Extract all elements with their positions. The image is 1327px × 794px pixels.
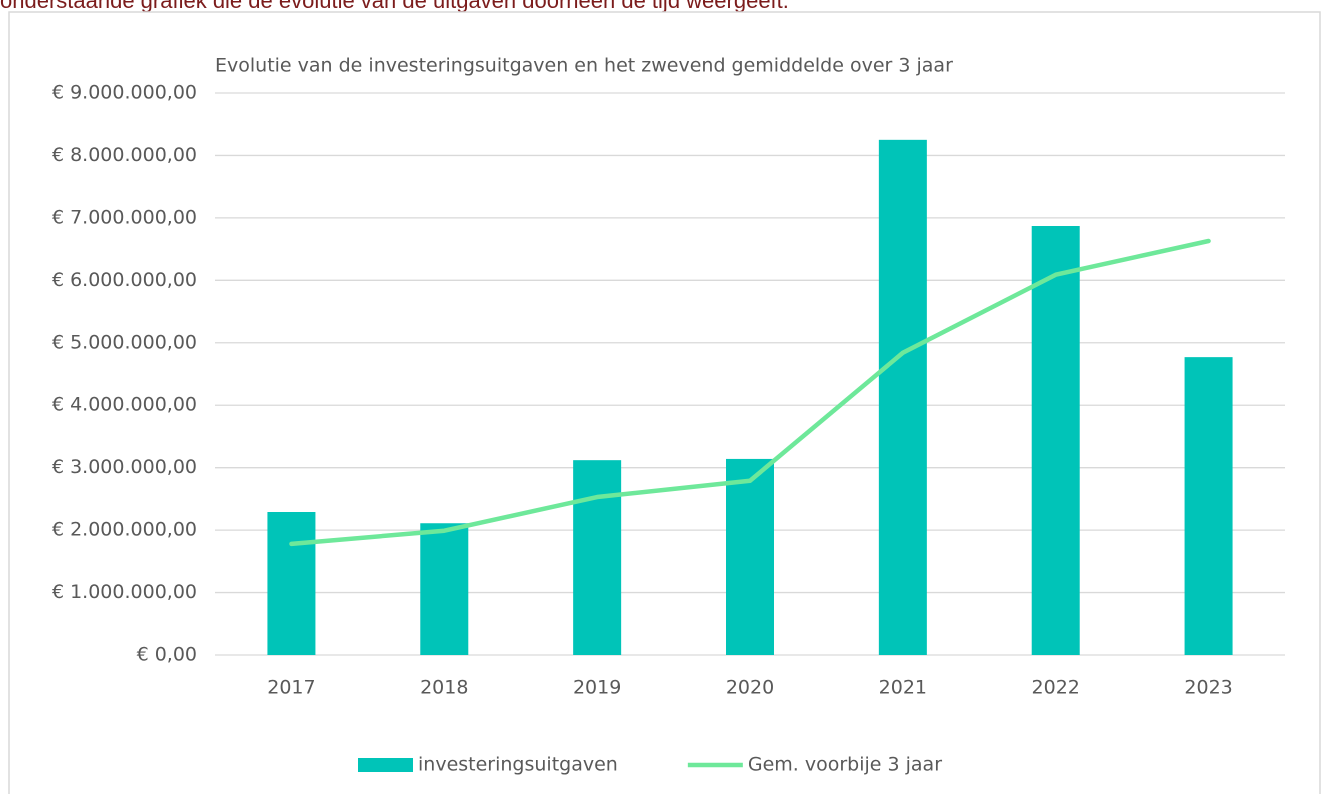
intro-text: onderstaande grafiek die de evolutie van… (0, 0, 789, 13)
bar (267, 512, 316, 655)
y-tick-label: € 9.000.000,00 (52, 82, 197, 104)
x-tick-label: 2022 (1032, 677, 1080, 699)
line (289, 238, 1211, 547)
x-tick-label: 2019 (573, 677, 621, 699)
y-tick-label: € 2.000.000,00 (52, 519, 197, 541)
y-tick-label: € 8.000.000,00 (52, 144, 197, 166)
x-tick-label: 2018 (420, 677, 468, 699)
y-tick-label: € 6.000.000,00 (52, 269, 197, 291)
bar (878, 139, 927, 656)
bar (1184, 357, 1233, 655)
y-tick-label: € 1.000.000,00 (52, 581, 197, 603)
y-tick-label: € 0,00 (137, 644, 197, 666)
legend-label: Gem. voorbije 3 jaar (748, 754, 942, 776)
y-tick-label: € 5.000.000,00 (52, 331, 197, 353)
legend-label: investeringsuitgaven (418, 754, 618, 776)
x-tick-label: 2020 (726, 677, 774, 699)
chart-title: Evolutie van de investeringsuitgaven en … (215, 55, 953, 77)
y-tick-label: € 3.000.000,00 (52, 456, 197, 478)
bar (726, 458, 774, 655)
x-tick-label: 2021 (879, 677, 927, 699)
bar (573, 460, 622, 655)
bar (420, 523, 469, 655)
legend-swatch (358, 758, 413, 772)
chart-frame (8, 11, 1321, 794)
bar (1031, 226, 1080, 656)
x-tick-label: 2023 (1184, 677, 1232, 699)
y-tick-label: € 7.000.000,00 (52, 206, 197, 228)
y-tick-label: € 4.000.000,00 (52, 394, 197, 416)
x-tick-label: 2017 (267, 677, 315, 699)
